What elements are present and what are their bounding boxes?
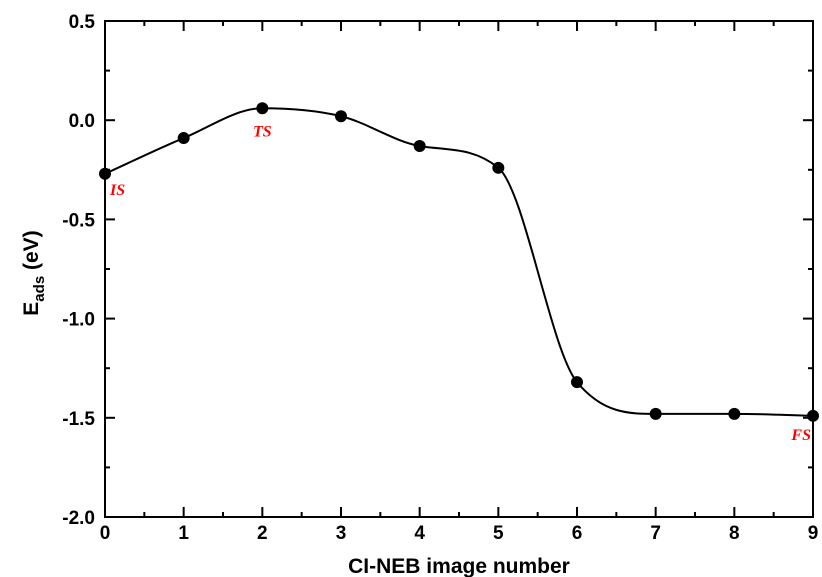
x-tick-label: 7 [650,523,661,544]
x-tick-label: 6 [572,523,583,544]
y-axis-title-main: E [20,302,43,316]
y-tick-label: 0.0 [69,111,95,132]
data-point [178,132,190,144]
y-axis-title-subscript: ads [31,276,48,302]
y-tick-label: 0.5 [69,12,96,33]
energy-curve-line [105,108,813,416]
x-tick-label: 2 [257,523,268,544]
x-tick-label: 8 [729,523,740,544]
y-tick-label: -1.5 [62,409,95,430]
y-tick-label: -0.5 [62,210,95,231]
annotation-label: FS [790,427,811,444]
x-tick-label: 3 [336,523,347,544]
x-tick-label: 4 [414,523,425,544]
annotation-label: IS [109,182,125,199]
plot-frame [105,21,813,517]
x-tick-label: 1 [178,523,189,544]
data-point [492,162,504,174]
data-point [335,110,347,122]
y-axis-title: Eads (eV) [20,230,48,315]
x-tick-label: 0 [100,523,111,544]
annotation-label: TS [253,123,272,140]
tick-labels-layer: 0 1 2 3 4 5 6 7 8 9 0.5 0.0 -0.5 -1.0 -1.5 -2.0 [62,12,818,544]
data-point [728,408,740,420]
y-axis-title-rest: (eV) [20,230,43,276]
y-tick-label: -1.0 [62,310,95,331]
x-axis-title: CI-NEB image number [348,555,570,577]
x-tick-label: 9 [808,523,819,544]
data-point [571,376,583,388]
x-tick-label: 5 [493,523,504,544]
data-point [414,140,426,152]
data-point [650,408,662,420]
data-point [256,102,268,114]
ticks-layer [105,21,813,517]
y-tick-label: -2.0 [62,508,95,529]
annotations-layer: IS TS FS [109,123,811,444]
